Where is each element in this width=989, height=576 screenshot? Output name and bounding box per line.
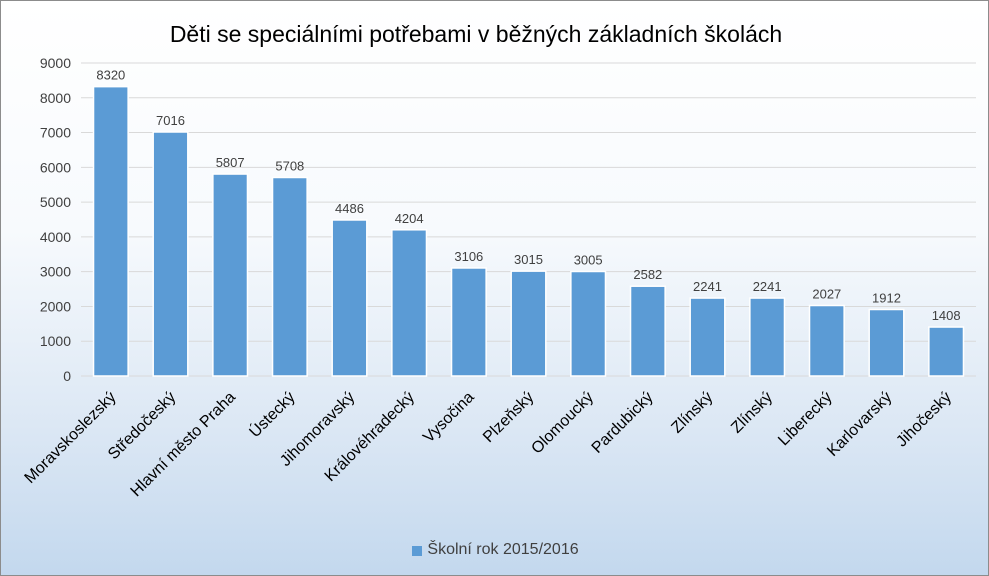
data-label: 2027 (812, 287, 841, 302)
data-label: 1912 (872, 291, 901, 306)
x-tick-label: Karlovarský (824, 389, 895, 460)
x-tick-label: Hlavní město Praha (128, 389, 239, 500)
x-tick-label: Zlínský (668, 389, 716, 437)
bar (92, 85, 129, 377)
x-tick-label: Vysočina (420, 389, 478, 447)
y-tick-label: 6000 (40, 159, 71, 175)
data-label: 8320 (96, 68, 125, 83)
data-label: 3005 (574, 252, 603, 267)
data-label: 7016 (156, 113, 185, 128)
x-tick-label: Plzeňský (480, 389, 537, 446)
bar (570, 270, 607, 377)
bar (271, 176, 308, 377)
bar (689, 297, 726, 377)
data-label: 3015 (514, 252, 543, 267)
bar (928, 326, 965, 377)
data-label: 2582 (633, 267, 662, 282)
x-tick-label: Pardubický (589, 389, 657, 457)
legend-label: Školní rok 2015/2016 (427, 541, 579, 558)
data-label: 5807 (216, 155, 245, 170)
y-tick-label: 1000 (40, 333, 71, 349)
bar (212, 173, 249, 377)
y-tick-label: 5000 (40, 194, 71, 210)
bar (808, 304, 845, 377)
y-tick-label: 0 (63, 368, 71, 384)
bar (450, 267, 487, 377)
bar (749, 297, 786, 377)
chart-title: Děti se speciálními potřebami v běžných … (169, 21, 783, 47)
bar (868, 308, 905, 377)
bar (510, 270, 547, 377)
y-tick-label: 9000 (40, 55, 71, 71)
y-tick-label: 2000 (40, 298, 71, 314)
bar (391, 229, 428, 377)
x-tick-label: Jihočeský (893, 389, 955, 451)
bar (629, 285, 666, 377)
y-tick-label: 4000 (40, 229, 71, 245)
y-tick-label: 8000 (40, 90, 71, 106)
data-label: 2241 (753, 279, 782, 294)
data-label: 4204 (395, 211, 424, 226)
x-tick-label: Olomoucký (528, 389, 597, 458)
x-tick-label: Zlínský (728, 389, 776, 437)
data-label: 5708 (275, 158, 304, 173)
data-label: 3106 (454, 249, 483, 264)
legend: Školní rok 2015/2016 (1, 541, 988, 559)
data-label: 2241 (693, 279, 722, 294)
data-label: 4486 (335, 201, 364, 216)
bar (331, 219, 368, 377)
bar (152, 131, 189, 377)
y-tick-label: 7000 (40, 125, 71, 141)
data-label: 1408 (932, 308, 961, 323)
x-tick-label: Moravskoslezský (22, 389, 120, 487)
y-tick-label: 3000 (40, 264, 71, 280)
x-tick-label: Ústecký (245, 387, 299, 441)
x-tick-label: Liberecký (775, 389, 835, 449)
legend-swatch (412, 545, 423, 556)
